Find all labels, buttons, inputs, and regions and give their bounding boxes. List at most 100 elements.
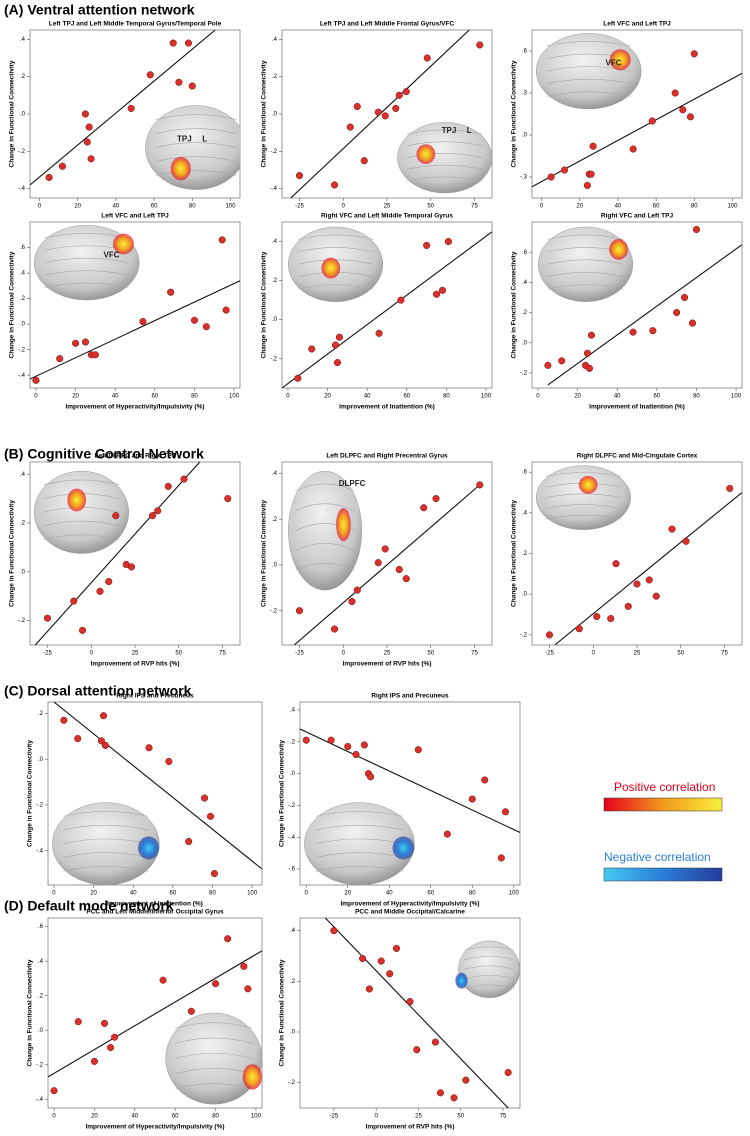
panel: Left DLPFC and Right TPJ -25 0 25 50 75 .4 .2 .0…	[9, 453, 241, 668]
brain-sulcus	[315, 824, 404, 831]
fit-line	[282, 231, 492, 388]
brain-sulcus	[43, 520, 120, 527]
brain-surface	[145, 105, 240, 190]
x-tick-label: 75	[471, 651, 478, 657]
brain-surface	[538, 226, 634, 302]
y-tick-label: .4	[20, 472, 26, 478]
x-tick-label: 50	[677, 651, 684, 657]
data-point	[212, 980, 220, 988]
legend-swatch	[603, 797, 723, 812]
data-point	[43, 614, 52, 622]
data-point	[107, 1043, 115, 1052]
y-tick-label: -.4	[270, 186, 278, 192]
plot-content	[48, 935, 262, 1105]
y-tick-label: .4	[38, 959, 44, 965]
x-tick-label: 0	[374, 1114, 378, 1120]
data-point	[587, 331, 595, 339]
data-point	[624, 602, 632, 610]
x-tick-label: 20	[324, 394, 331, 400]
x-tick-label: 40	[130, 891, 137, 897]
legend-label: Positive correlation	[614, 780, 715, 794]
data-point	[327, 736, 335, 744]
x-tick-label: 100	[251, 1114, 262, 1120]
data-point	[560, 166, 569, 174]
x-tick-label: 40	[112, 394, 119, 400]
brain-activation	[609, 238, 629, 260]
data-point	[629, 328, 637, 336]
data-point	[302, 736, 310, 744]
brain-surface	[535, 465, 631, 530]
plot-content	[538, 225, 742, 386]
brain-label: VFC	[606, 59, 622, 68]
brain-image	[145, 105, 240, 190]
brain-image	[304, 802, 415, 885]
brain-sulcus	[406, 153, 483, 158]
section-title: (B) Cognitive Control Network	[4, 446, 204, 462]
y-tick-label: -.4	[18, 186, 26, 192]
brain-sulcus	[545, 472, 622, 477]
y-tick-label: -.2	[520, 632, 528, 638]
panel: Left TPJ and Left Middle Temporal Gyrus/…	[9, 21, 241, 210]
data-point	[476, 481, 484, 489]
x-tick-label: 20	[74, 204, 81, 210]
data-point	[127, 104, 135, 112]
plot-content: TPJ L	[30, 30, 240, 190]
x-tick-label: 0	[90, 651, 94, 657]
x-tick-label: 60	[172, 1114, 179, 1120]
data-point	[81, 338, 90, 346]
x-axis-label: Improvement of Hyperactivity/Impulsivity…	[85, 1124, 224, 1131]
panel: Left VFC and Left TPJ 0 20 40 60 80 100 .6 .4 .2.…	[9, 213, 241, 411]
chart-title: Left TPJ and Left Middle Frontal Gyrus/V…	[320, 21, 455, 28]
data-point	[353, 586, 361, 594]
y-tick-label: .2	[20, 521, 26, 527]
fit-line	[293, 484, 481, 645]
y-tick-label: .2	[38, 993, 44, 999]
x-tick-label: 80	[189, 204, 196, 210]
chart-title: Left DLPFC and Right TPJ	[95, 453, 176, 460]
y-tick-label: -.2	[270, 608, 278, 614]
brain-image	[397, 122, 492, 194]
plot-content: VFC	[30, 225, 240, 384]
y-tick-label: -.2	[18, 618, 26, 624]
brain-sulcus	[295, 483, 355, 492]
y-tick-label: -.4	[288, 835, 296, 841]
x-tick-label: 80	[443, 394, 450, 400]
y-tick-label: .0	[290, 771, 296, 777]
data-point	[333, 359, 342, 367]
brain-sulcus	[546, 41, 631, 47]
data-point	[612, 560, 620, 568]
data-point	[450, 1094, 458, 1102]
data-point	[462, 1076, 470, 1084]
section-title: (D) Default mode network	[4, 898, 174, 914]
y-axis-label: Change in Functional Connectivity	[279, 740, 286, 847]
data-point	[346, 123, 354, 131]
x-axis-label: Improvement of RVP hits (%)	[343, 661, 432, 668]
data-point	[202, 323, 210, 331]
fit-line	[547, 244, 742, 386]
data-point	[154, 507, 162, 515]
x-axis-label: Improvement of Inattention (%)	[107, 901, 203, 908]
x-tick-label: -25	[295, 651, 304, 657]
y-tick-label: .6	[20, 245, 26, 251]
brain-sulcus	[155, 128, 237, 134]
x-tick-label: 80	[212, 1114, 219, 1120]
brain-surface	[458, 940, 520, 999]
y-tick-label: .4	[20, 37, 26, 43]
brain-sulcus	[464, 984, 514, 989]
brain-image	[535, 33, 642, 110]
y-tick-label: .4	[522, 280, 528, 286]
y-axis-label: Change in Functional Connectivity	[261, 500, 268, 607]
y-tick-label: -.2	[288, 803, 296, 809]
data-point	[629, 145, 637, 153]
data-point	[367, 773, 375, 781]
data-point	[688, 319, 697, 327]
data-point	[200, 794, 209, 802]
data-point	[58, 162, 67, 170]
data-point	[78, 626, 87, 634]
brain-image	[165, 1012, 262, 1105]
brain-sulcus	[62, 852, 149, 858]
brain-image	[538, 226, 634, 302]
x-tick-label: 100	[727, 204, 738, 210]
x-tick-label: 25	[634, 651, 641, 657]
x-tick-label: 80	[469, 891, 476, 897]
